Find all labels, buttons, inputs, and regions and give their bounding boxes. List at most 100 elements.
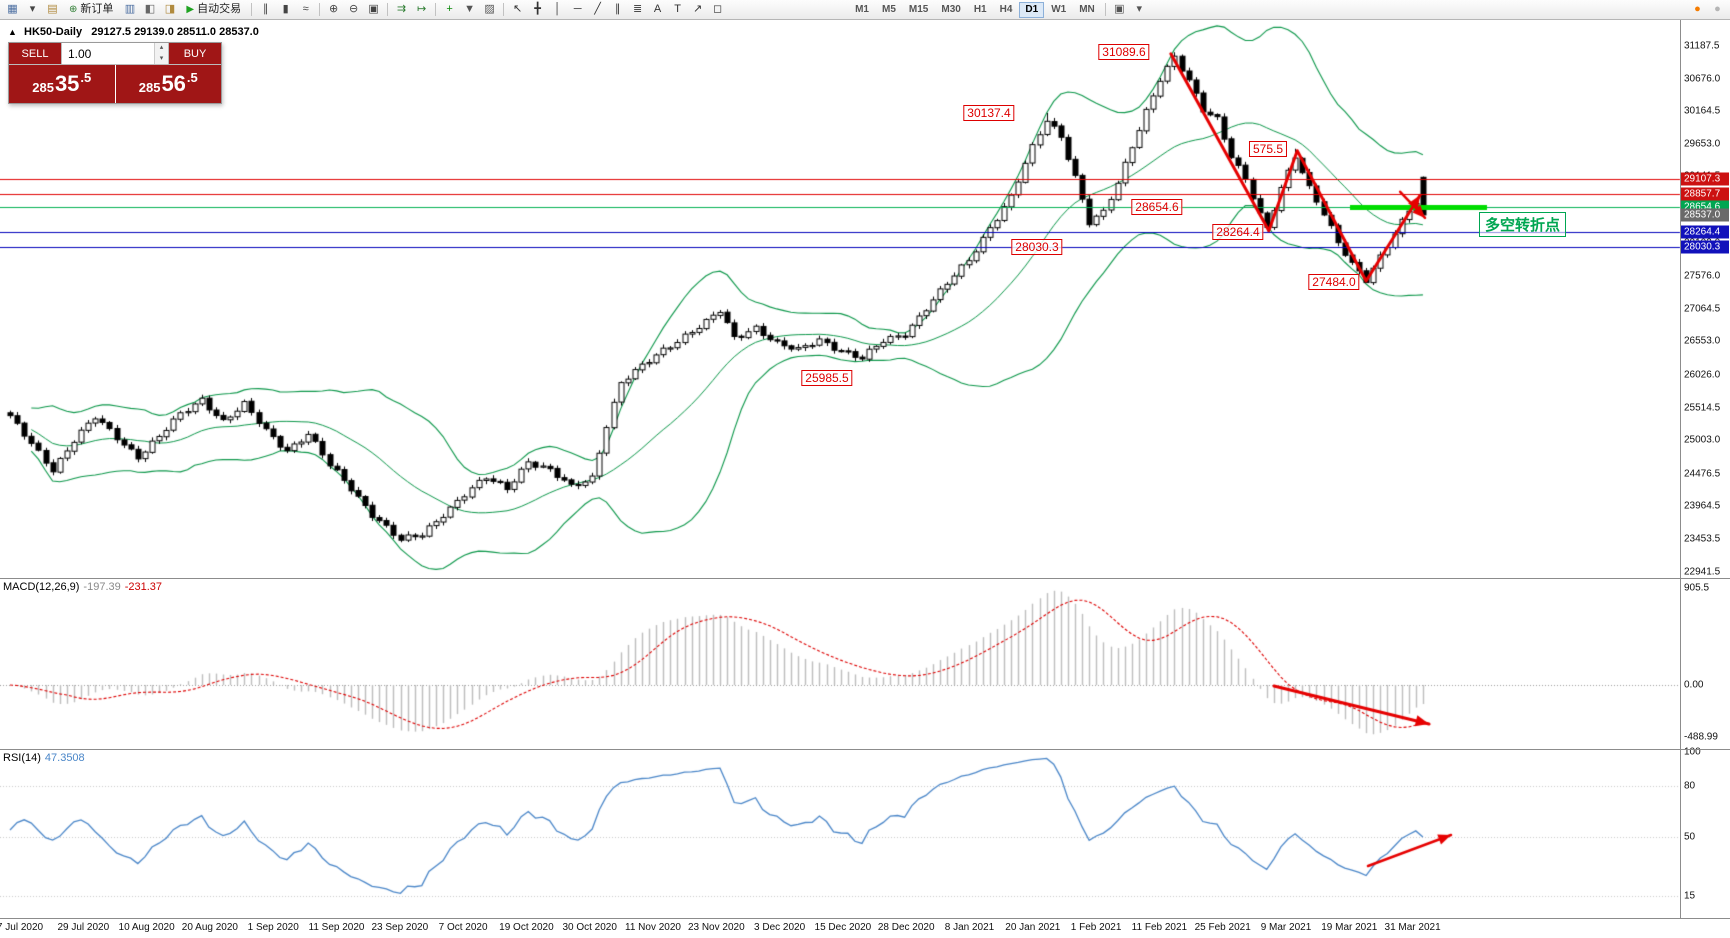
- price-axis-label: 23964.5: [1684, 500, 1721, 512]
- price-axis-label: 26026.0: [1684, 369, 1721, 381]
- cascade-windows-icon[interactable]: ▣: [1114, 3, 1125, 15]
- line-chart-icon[interactable]: ≈: [302, 3, 309, 15]
- new-chart-icon[interactable]: ▦: [7, 3, 18, 15]
- one-click-toggle[interactable]: ▲: [8, 27, 17, 37]
- macd-axis-label: 905.5: [1684, 582, 1710, 594]
- volume-up-icon[interactable]: ▴: [155, 43, 168, 54]
- fibonacci-icon[interactable]: ≣: [632, 3, 643, 15]
- new-order-label: 新订单: [80, 3, 114, 15]
- macd-name: MACD(12,26,9): [3, 581, 80, 593]
- date-label: 11 Feb 2021: [1131, 922, 1188, 933]
- price-annotation[interactable]: 27484.0: [1308, 274, 1360, 291]
- help-icon[interactable]: ●: [1714, 3, 1721, 15]
- autotrading-label: 自动交易: [197, 3, 242, 15]
- date-label: 3 Dec 2020: [754, 922, 806, 933]
- trendline-icon[interactable]: ╱: [594, 3, 601, 15]
- rsi-value: 47.3508: [44, 752, 85, 764]
- periods-icon[interactable]: ▼: [464, 3, 476, 15]
- timeframe-m5[interactable]: M5: [882, 4, 896, 15]
- data-window-icon[interactable]: ◧: [144, 3, 156, 15]
- panel-divider-macd[interactable]: [0, 578, 1730, 579]
- buy-button[interactable]: BUY: [169, 43, 221, 64]
- vertical-line-icon[interactable]: │: [554, 3, 562, 15]
- macd-value-2: -231.37: [124, 581, 163, 593]
- date-label: 28 Dec 2020: [877, 922, 935, 933]
- timeframe-h1[interactable]: H1: [973, 4, 987, 15]
- macd-value-1: -197.39: [83, 581, 121, 593]
- profiles-icon[interactable]: ▤: [47, 3, 58, 15]
- timeframe-h4[interactable]: H4: [999, 4, 1013, 15]
- market-watch-icon[interactable]: ▥: [124, 3, 136, 15]
- price-axis-label: 25514.5: [1684, 402, 1721, 414]
- price-badge: 29107.3: [1681, 172, 1729, 186]
- new-order-button[interactable]: ⊕ 新订单: [63, 1, 119, 18]
- date-label: 8 Jan 2021: [944, 922, 995, 933]
- navigator-icon[interactable]: ◨: [164, 3, 176, 15]
- arrow-tool-icon[interactable]: ↗: [692, 3, 703, 15]
- volume-input[interactable]: [62, 43, 154, 64]
- date-label: 29 Jul 2020: [57, 922, 110, 933]
- bar-chart-icon[interactable]: ∥: [262, 3, 269, 15]
- price-annotation[interactable]: 25985.5: [801, 369, 853, 386]
- cursor-icon[interactable]: ↖: [512, 3, 523, 15]
- community-icon[interactable]: ●: [1694, 3, 1701, 15]
- rsi-axis-label: 80: [1684, 780, 1696, 792]
- volume-down-icon[interactable]: ▾: [155, 53, 168, 64]
- sell-price-sup: .5: [80, 69, 92, 85]
- buy-price-sup: .5: [186, 69, 198, 85]
- price-annotation[interactable]: 575.5: [1248, 140, 1288, 157]
- price-annotation[interactable]: 28264.4: [1212, 224, 1264, 241]
- indicators-icon[interactable]: +: [446, 3, 453, 15]
- sell-price[interactable]: 285 35.5: [9, 65, 115, 103]
- price-annotation[interactable]: 31089.6: [1098, 44, 1150, 61]
- autotrading-button[interactable]: ▶ 自动交易: [180, 1, 247, 18]
- macd-axis-label: -488.99: [1684, 731, 1718, 743]
- turning-point-note[interactable]: 多空转折点: [1479, 212, 1567, 237]
- sell-button[interactable]: SELL: [9, 43, 61, 64]
- price-axis-label: 24476.5: [1684, 468, 1721, 480]
- price-axis-label: 22941.5: [1684, 566, 1721, 577]
- timeframe-w1[interactable]: W1: [1051, 4, 1067, 15]
- price-annotation[interactable]: 28030.3: [1011, 239, 1063, 256]
- panel-divider-dates[interactable]: [0, 918, 1730, 919]
- shapes-icon[interactable]: ◻: [713, 3, 723, 15]
- auto-scroll-icon[interactable]: ⇉: [396, 3, 407, 15]
- timeframe-d1[interactable]: D1: [1019, 1, 1045, 18]
- timeframe-mn[interactable]: MN: [1079, 4, 1095, 15]
- zoom-in-icon[interactable]: ⊕: [328, 3, 339, 15]
- timeframe-m15[interactable]: M15: [908, 4, 929, 15]
- sell-price-prefix: 285: [32, 79, 54, 95]
- horizontal-line-icon[interactable]: ─: [573, 3, 582, 15]
- templates-icon[interactable]: ▨: [484, 3, 495, 15]
- more-dropdown-icon[interactable]: ▾: [1136, 3, 1143, 15]
- text-icon[interactable]: A: [653, 3, 662, 15]
- timeframe-m30[interactable]: M30: [941, 4, 961, 15]
- price-annotation[interactable]: 30137.4: [963, 104, 1015, 121]
- chart-dropdown-icon[interactable]: ▾: [29, 3, 36, 15]
- price-axis-label: 23453.5: [1684, 533, 1721, 545]
- volume-spinner: ▴ ▾: [154, 43, 168, 64]
- chart-shift-icon[interactable]: ↦: [416, 3, 427, 15]
- crosshair-icon[interactable]: ╋: [534, 3, 541, 15]
- date-label: 11 Sep 2020: [308, 922, 365, 933]
- date-label: 7 Oct 2020: [438, 922, 488, 933]
- price-axis-label: 31187.5: [1684, 40, 1720, 52]
- rsi-indicator-label: RSI(14) 47.3508: [3, 752, 85, 764]
- rsi-axis-label: 15: [1684, 890, 1696, 902]
- autotrading-play-icon: ▶: [186, 4, 195, 15]
- tile-windows-icon[interactable]: ▣: [368, 3, 379, 15]
- zoom-out-icon[interactable]: ⊖: [348, 3, 359, 15]
- candlestick-chart-icon[interactable]: ▮: [282, 3, 289, 15]
- buy-price[interactable]: 285 56.5: [115, 65, 221, 103]
- label-icon[interactable]: T: [674, 3, 681, 15]
- timeframe-m1[interactable]: M1: [855, 4, 869, 15]
- price-annotation[interactable]: 28654.6: [1131, 199, 1183, 216]
- panel-divider-rsi[interactable]: [0, 749, 1730, 750]
- date-label: 11 Nov 2020: [625, 922, 681, 933]
- channel-icon[interactable]: ∥: [614, 3, 621, 15]
